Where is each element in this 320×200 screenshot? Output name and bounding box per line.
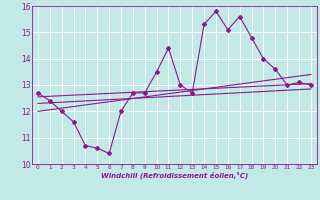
X-axis label: Windchill (Refroidissement éolien,°C): Windchill (Refroidissement éolien,°C) [101,172,248,179]
